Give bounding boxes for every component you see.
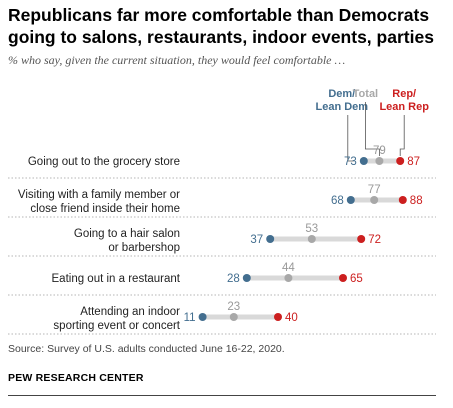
total-value-label: 77 bbox=[368, 184, 381, 196]
rep-dot bbox=[339, 274, 347, 282]
chart-title: Republicans far more comfortable than De… bbox=[8, 5, 434, 47]
total-value-label: 53 bbox=[305, 223, 318, 235]
category-label: Attending an indoor bbox=[80, 306, 180, 318]
dem-dot bbox=[359, 157, 368, 165]
rep-dot bbox=[396, 157, 405, 165]
category-label: close friend inside their home bbox=[30, 203, 180, 215]
dem-dot bbox=[242, 274, 251, 282]
rep-value-label: 65 bbox=[350, 273, 363, 285]
rep-value-label: 72 bbox=[368, 234, 381, 246]
total-dot bbox=[307, 235, 316, 243]
category-label: Visiting with a family member or bbox=[18, 189, 180, 201]
dem-dot bbox=[198, 313, 207, 321]
legend-rep-label: Lean Rep bbox=[379, 101, 429, 113]
category-label: Eating out in a restaurant bbox=[52, 273, 181, 285]
rep-value-label: 40 bbox=[285, 312, 298, 324]
rep-value-label: 88 bbox=[410, 195, 423, 207]
legend-total-label: Total bbox=[353, 88, 378, 100]
rep-dot bbox=[398, 196, 407, 204]
legend-dem-label: Dem/ bbox=[328, 88, 355, 100]
legend-dem-label: Lean Dem bbox=[316, 101, 369, 113]
rep-value-label: 87 bbox=[407, 156, 420, 168]
total-dot bbox=[375, 157, 384, 165]
dem-value-label: 11 bbox=[184, 312, 196, 324]
bottom-rule bbox=[8, 395, 436, 396]
dem-dot bbox=[346, 196, 355, 204]
dem-value-label: 73 bbox=[344, 156, 357, 168]
legend-total-leader bbox=[364, 102, 380, 156]
legend-rep-leader bbox=[399, 115, 405, 156]
dem-dot bbox=[266, 235, 275, 243]
category-label: sporting event or concert bbox=[53, 320, 180, 332]
dem-value-label: 28 bbox=[227, 273, 240, 285]
total-value-label: 23 bbox=[227, 301, 240, 313]
dem-value-label: 68 bbox=[331, 195, 344, 207]
source-note: Source: Survey of U.S. adults conducted … bbox=[8, 343, 285, 355]
category-label: Going out to the grocery store bbox=[28, 156, 180, 168]
rep-dot bbox=[274, 313, 282, 321]
dem-value-label: 37 bbox=[250, 234, 263, 246]
category-label: or barbershop bbox=[108, 242, 180, 254]
total-dot bbox=[370, 196, 379, 204]
category-label: Going to a hair salon bbox=[74, 228, 180, 240]
legend-rep-label: Rep/ bbox=[392, 88, 416, 100]
total-dot bbox=[284, 274, 293, 282]
rep-dot bbox=[357, 235, 366, 243]
legend-dem-leader bbox=[347, 115, 354, 162]
brand-name: PEW RESEARCH CENTER bbox=[8, 372, 144, 384]
chart-subtitle: % who say, given the current situation, … bbox=[8, 53, 346, 67]
total-value-label: 79 bbox=[373, 145, 386, 157]
total-dot bbox=[229, 313, 238, 321]
total-value-label: 44 bbox=[282, 262, 295, 274]
